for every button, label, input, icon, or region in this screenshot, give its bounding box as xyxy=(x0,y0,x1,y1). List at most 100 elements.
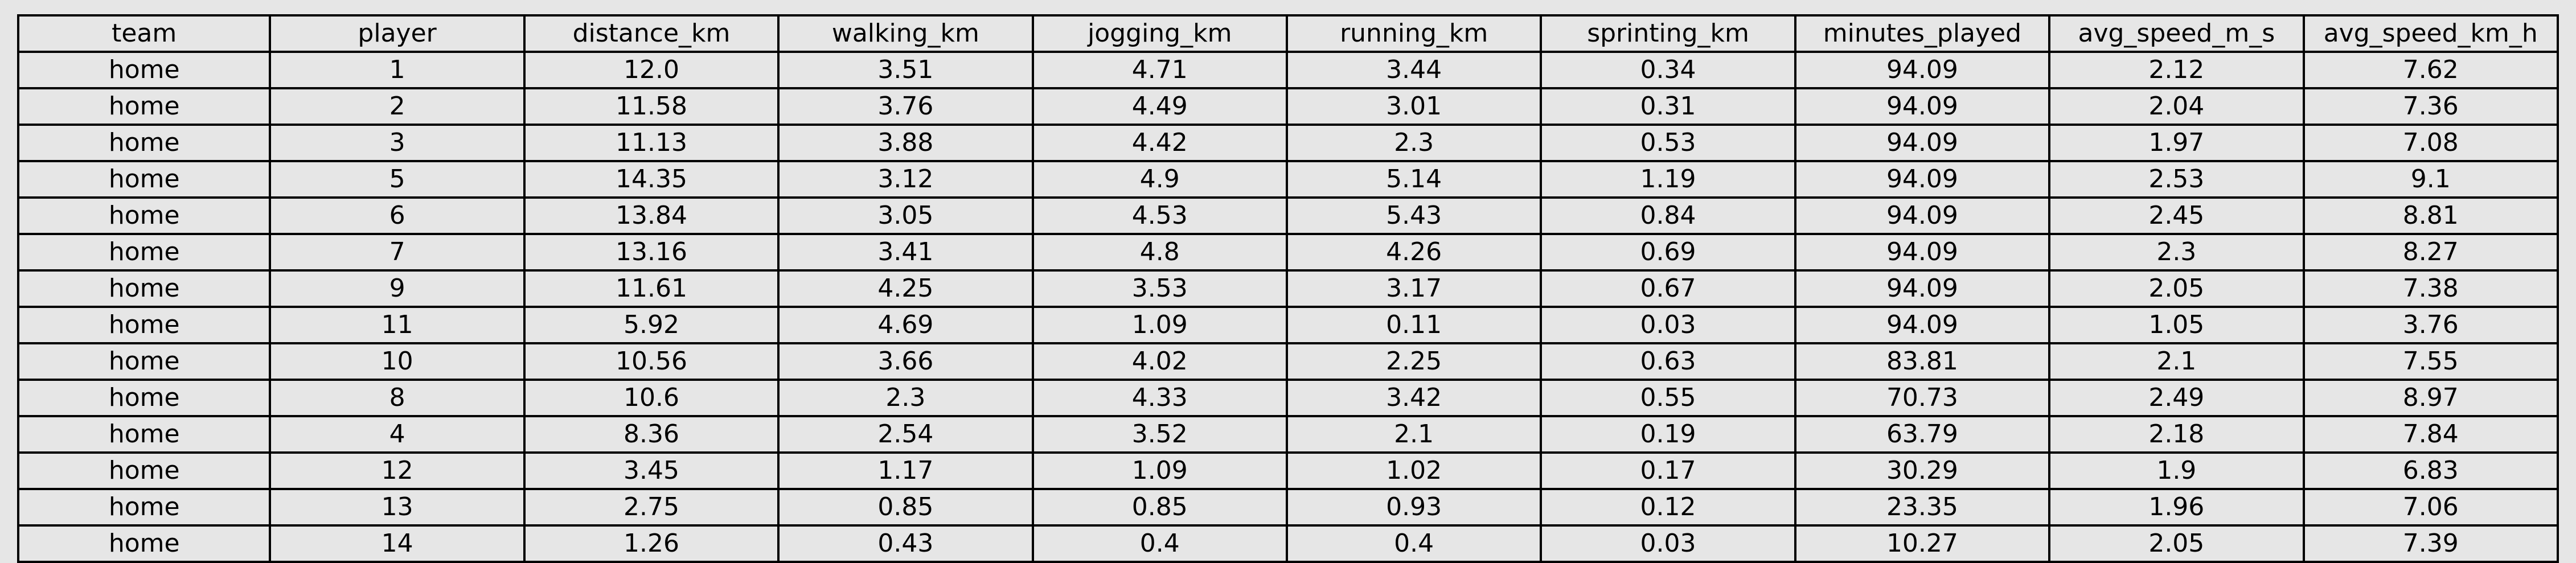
table-cell: 10 xyxy=(269,342,526,381)
table-cell: 2.1 xyxy=(2048,342,2305,381)
table-row: home 9 11.61 4.25 3.53 3.17 0.67 94.09 2.05 7.38 xyxy=(17,269,2559,308)
table-cell: 63.79 xyxy=(1794,415,2051,454)
table-cell: 11 xyxy=(269,306,526,344)
table-cell: 94.09 xyxy=(1794,196,2051,235)
table-cell: 13.16 xyxy=(523,233,780,272)
table-cell: 1.97 xyxy=(2048,124,2305,162)
table-cell: 0.03 xyxy=(1540,306,1796,344)
table-cell: 3.05 xyxy=(777,196,1034,235)
table-row: home 13 2.75 0.85 0.85 0.93 0.12 23.35 1.96 7.06 xyxy=(17,488,2559,527)
table-cell: home xyxy=(17,160,272,199)
table-row: home 8 10.6 2.3 4.33 3.42 0.55 70.73 2.49 8.97 xyxy=(17,379,2559,417)
player-stats-table: team player distance_km walking_km jogging_k… xyxy=(17,14,2559,563)
table-cell: 3.53 xyxy=(1031,269,1288,308)
table-cell: 0.17 xyxy=(1540,451,1796,490)
table-cell: 94.09 xyxy=(1794,306,2051,344)
table-canvas: team player distance_km walking_km jogging_k… xyxy=(17,14,2559,563)
table-row: home 14 1.26 0.43 0.4 0.4 0.03 10.27 2.05 7.39 xyxy=(17,524,2559,563)
table-row: home 5 14.35 3.12 4.9 5.14 1.19 94.09 2.53 9.1 xyxy=(17,160,2559,199)
table-cell: 23.35 xyxy=(1794,488,2051,527)
table-cell: 4.25 xyxy=(777,269,1034,308)
table-cell: 3 xyxy=(269,124,526,162)
table-cell: home xyxy=(17,87,272,126)
table-cell: 2.25 xyxy=(1285,342,1543,381)
table-cell: 2.75 xyxy=(523,488,780,527)
table-cell: 7.84 xyxy=(2302,415,2559,454)
table-cell: 0.85 xyxy=(777,488,1034,527)
table-cell: home xyxy=(17,415,272,454)
table-cell: 2.18 xyxy=(2048,415,2305,454)
table-cell: 94.09 xyxy=(1794,233,2051,272)
table-cell: 94.09 xyxy=(1794,124,2051,162)
table-cell: home xyxy=(17,451,272,490)
table-cell: 13.84 xyxy=(523,196,780,235)
table-cell: 0.03 xyxy=(1540,524,1796,563)
table-cell: 4.33 xyxy=(1031,379,1288,417)
table-cell: 2.05 xyxy=(2048,524,2305,563)
table-cell: 4.26 xyxy=(1285,233,1543,272)
table-cell: 7.62 xyxy=(2302,51,2559,89)
table-cell: 2.54 xyxy=(777,415,1034,454)
table-cell: home xyxy=(17,379,272,417)
column-header: player xyxy=(269,14,526,53)
table-cell: 3.51 xyxy=(777,51,1034,89)
table-cell: 0.53 xyxy=(1540,124,1796,162)
table-cell: 2.3 xyxy=(2048,233,2305,272)
table-cell: 0.12 xyxy=(1540,488,1796,527)
table-cell: 3.66 xyxy=(777,342,1034,381)
column-header: team xyxy=(17,14,272,53)
table-cell: 11.13 xyxy=(523,124,780,162)
table-header: team player distance_km walking_km jogging_k… xyxy=(17,14,2559,53)
table-cell: 0.4 xyxy=(1285,524,1543,563)
table-cell: 3.76 xyxy=(777,87,1034,126)
table-cell: 0.63 xyxy=(1540,342,1796,381)
table-cell: 1.96 xyxy=(2048,488,2305,527)
table-cell: home xyxy=(17,524,272,563)
header-row: team player distance_km walking_km jogging_k… xyxy=(17,14,2559,53)
table-cell: 11.61 xyxy=(523,269,780,308)
table-cell: 30.29 xyxy=(1794,451,2051,490)
table-cell: 4.53 xyxy=(1031,196,1288,235)
table-cell: 2.53 xyxy=(2048,160,2305,199)
table-cell: 0.43 xyxy=(777,524,1034,563)
table-cell: 0.11 xyxy=(1285,306,1543,344)
table-cell: 2.49 xyxy=(2048,379,2305,417)
table-cell: 8.36 xyxy=(523,415,780,454)
table-cell: 7.39 xyxy=(2302,524,2559,563)
table-cell: 7.38 xyxy=(2302,269,2559,308)
table-cell: 10.56 xyxy=(523,342,780,381)
table-cell: 2.12 xyxy=(2048,51,2305,89)
table-cell: 0.19 xyxy=(1540,415,1796,454)
table-cell: 6.83 xyxy=(2302,451,2559,490)
table-cell: 4.42 xyxy=(1031,124,1288,162)
table-cell: 14.35 xyxy=(523,160,780,199)
table-cell: 4.02 xyxy=(1031,342,1288,381)
table-cell: 1.02 xyxy=(1285,451,1543,490)
table-cell: 3.45 xyxy=(523,451,780,490)
table-cell: 13 xyxy=(269,488,526,527)
table-row: home 12 3.45 1.17 1.09 1.02 0.17 30.29 1.9 6.83 xyxy=(17,451,2559,490)
table-cell: 4.9 xyxy=(1031,160,1288,199)
table-cell: 7 xyxy=(269,233,526,272)
table-row: home 4 8.36 2.54 3.52 2.1 0.19 63.79 2.18 7.84 xyxy=(17,415,2559,454)
table-cell: 9.1 xyxy=(2302,160,2559,199)
table-row: home 1 12.0 3.51 4.71 3.44 0.34 94.09 2.12 7.62 xyxy=(17,51,2559,89)
table-cell: 1.17 xyxy=(777,451,1034,490)
table-cell: 8 xyxy=(269,379,526,417)
table-row: home 2 11.58 3.76 4.49 3.01 0.31 94.09 2.04 7.36 xyxy=(17,87,2559,126)
table-cell: 8.27 xyxy=(2302,233,2559,272)
table-row: home 7 13.16 3.41 4.8 4.26 0.69 94.09 2.3 8.27 xyxy=(17,233,2559,272)
table-row: home 10 10.56 3.66 4.02 2.25 0.63 83.81 2.1 7.55 xyxy=(17,342,2559,381)
table-cell: 3.41 xyxy=(777,233,1034,272)
table-cell: 70.73 xyxy=(1794,379,2051,417)
table-cell: 3.12 xyxy=(777,160,1034,199)
table-cell: 0.69 xyxy=(1540,233,1796,272)
table-cell: 8.97 xyxy=(2302,379,2559,417)
table-cell: 2.05 xyxy=(2048,269,2305,308)
table-cell: home xyxy=(17,269,272,308)
column-header: avg_speed_km_h xyxy=(2302,14,2559,53)
column-header: running_km xyxy=(1285,14,1543,53)
table-cell: 5.14 xyxy=(1285,160,1543,199)
table-cell: 94.09 xyxy=(1794,87,2051,126)
table-cell: 0.34 xyxy=(1540,51,1796,89)
